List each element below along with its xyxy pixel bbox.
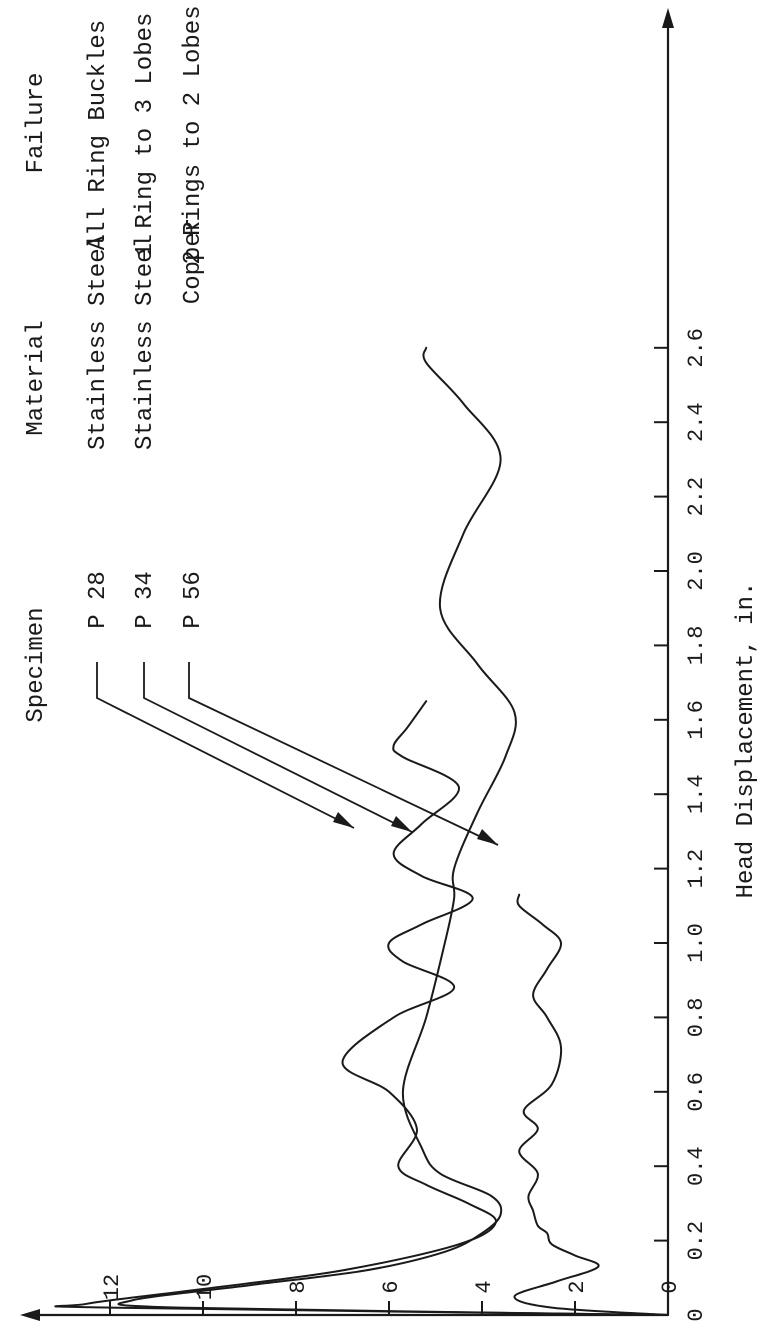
legend-material-p56: Copper	[180, 218, 207, 304]
x-tick-label: 0.6	[684, 1072, 709, 1112]
x-tick-label: 2.6	[684, 328, 709, 368]
legend-failure-p34: 1 Ring to 3 Lobes	[132, 13, 159, 258]
y-axis-arrow	[20, 1309, 40, 1321]
x-axis-ticks: 0 0.2 0.4 0.6 0.8 1.0 1.2 1.4 1.6 1.8 2.0 2.2 2.4 2.6	[654, 328, 709, 1322]
legend-specimen-p34: P 34	[132, 571, 159, 629]
leader-p28-arrowhead	[333, 812, 354, 828]
series-line-p28	[54, 700, 669, 1316]
leader-p28	[96, 662, 355, 829]
leader-p34-arrowhead	[391, 816, 412, 832]
legend: Specimen Material Failure P 28 Stainless…	[23, 5, 499, 846]
legend-header-failure: Failure	[23, 73, 50, 174]
series-line-p34	[117, 346, 669, 1316]
x-tick-label: 1.8	[684, 626, 709, 666]
y-tick-label: 12	[100, 1274, 125, 1300]
x-tick-label: 0.8	[684, 998, 709, 1038]
x-tick-label: 1.6	[684, 700, 709, 740]
legend-specimen-p28: P 28	[85, 571, 112, 629]
legend-header-specimen: Specimen	[23, 607, 50, 722]
x-tick-label: 1.2	[684, 849, 709, 889]
leader-p56	[188, 662, 499, 846]
legend-failure-p56: 2 Rings to 2 Lobes	[180, 5, 207, 264]
x-tick-label: 2.2	[684, 477, 709, 517]
legend-material-p28: Stainless Steel	[85, 234, 112, 450]
x-axis-arrow	[662, 8, 674, 28]
legend-failure-p28: All Ring Buckles	[85, 20, 112, 250]
legend-specimen-p56: P 56	[180, 571, 207, 629]
legend-header-material: Material	[23, 320, 50, 435]
x-tick-label: 1.0	[684, 923, 709, 963]
x-tick-label: 0.4	[684, 1146, 709, 1186]
y-tick-label: 2	[565, 1280, 590, 1293]
x-tick-label: 2.0	[684, 551, 709, 591]
x-tick-label: 1.4	[684, 774, 709, 814]
x-tick-label: 2.4	[684, 402, 709, 442]
x-axis-title: Head Displacement, in.	[733, 582, 760, 899]
leader-p56-arrowhead	[477, 829, 498, 845]
leader-p34	[143, 662, 413, 833]
series-line-p56	[513, 893, 669, 1316]
legend-material-p34: Stainless Steel	[132, 234, 159, 450]
x-tick-label: 0.2	[684, 1221, 709, 1261]
data-curves	[54, 346, 669, 1316]
y-tick-label: 6	[379, 1280, 404, 1293]
y-tick-label: 0	[658, 1280, 683, 1293]
y-tick-label: 8	[286, 1280, 311, 1293]
x-tick-label: 0	[684, 1308, 709, 1321]
y-tick-label: 4	[472, 1280, 497, 1293]
